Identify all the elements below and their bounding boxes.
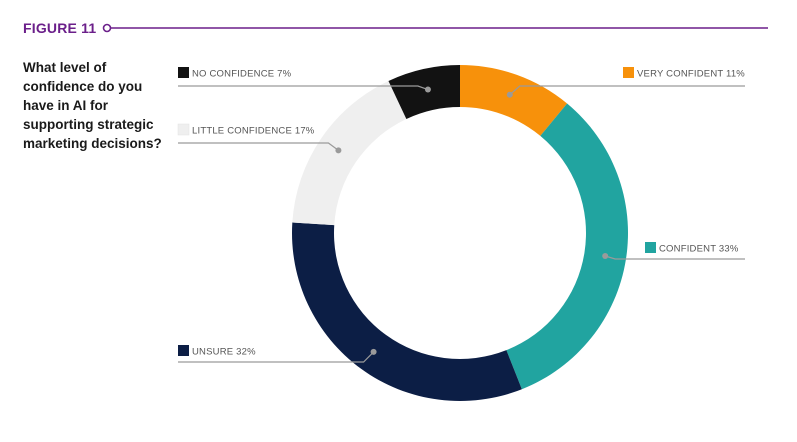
figure-rule <box>102 23 768 33</box>
leader-line <box>178 85 429 91</box>
leader-dot <box>370 348 377 355</box>
legend-swatch <box>623 67 634 78</box>
figure-header: FIGURE 11 <box>23 19 768 37</box>
slice-no-confidence <box>388 65 460 119</box>
leader-dot <box>602 252 609 259</box>
leader-lines <box>178 85 745 363</box>
leader-dot <box>424 86 431 93</box>
leader-line <box>178 351 375 363</box>
leader-dot <box>506 91 513 98</box>
slice-label: LITTLE CONFIDENCE 17% <box>192 126 315 137</box>
figure-label: FIGURE 11 <box>23 20 97 36</box>
slice-very-confident <box>460 65 568 136</box>
leader-line <box>509 85 745 96</box>
leader-line <box>605 255 745 260</box>
slice-unsure <box>292 222 522 401</box>
leader-line <box>178 142 339 151</box>
legend-swatch <box>645 242 656 253</box>
slice-little-confidence <box>292 80 407 226</box>
legend-swatch <box>178 67 189 78</box>
legend-swatch <box>178 345 189 356</box>
slice-label: UNSURE 32% <box>192 347 256 358</box>
donut-slices <box>292 65 628 401</box>
slice-label: CONFIDENT 33% <box>659 244 739 255</box>
slice-label: NO CONFIDENCE 7% <box>192 69 292 80</box>
slice-labels: VERY CONFIDENT 11% CONFIDENT 33% UNSURE 32… <box>177 67 745 358</box>
slice-confident <box>506 103 628 390</box>
slice-label: VERY CONFIDENT 11% <box>637 69 745 80</box>
leader-dot <box>335 147 342 154</box>
legend-swatch <box>177 123 190 136</box>
chart-question: What level of confidence do you have in … <box>23 60 162 151</box>
